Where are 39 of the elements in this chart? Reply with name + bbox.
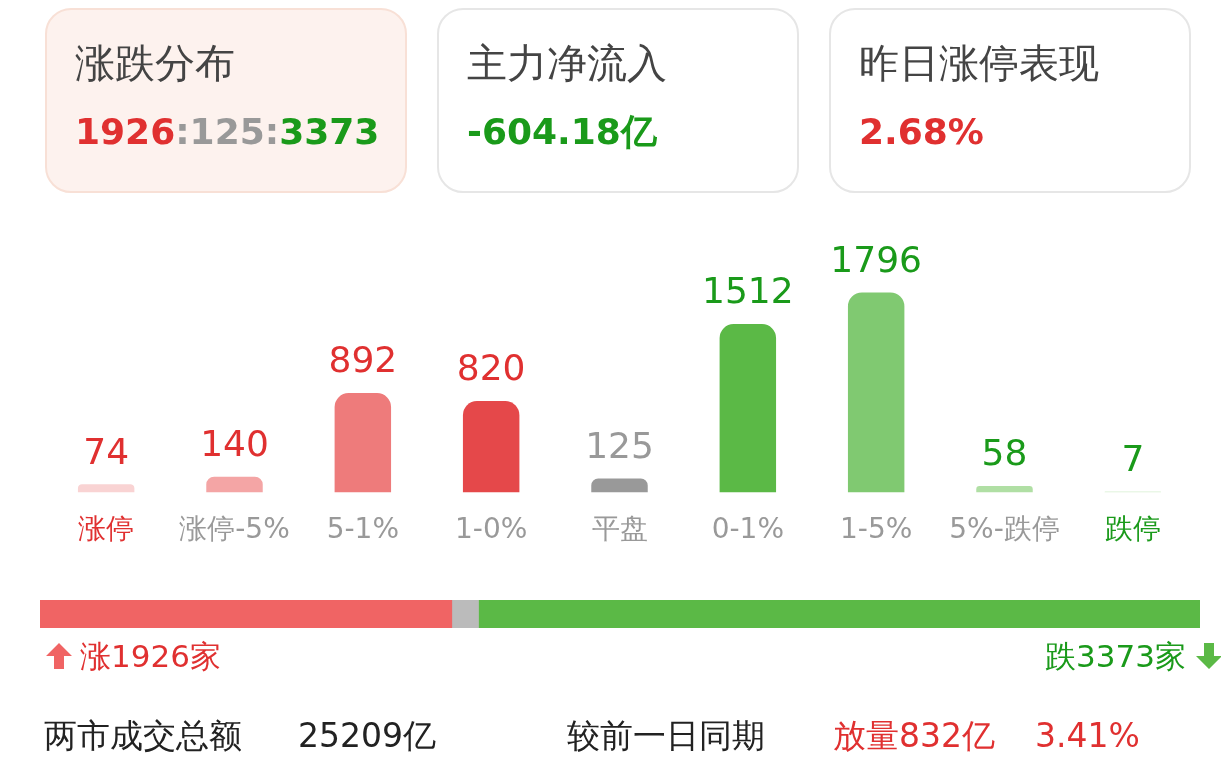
x-tick-label: 5-1% bbox=[326, 512, 400, 546]
text: -604.18亿 bbox=[467, 110, 658, 154]
bar bbox=[719, 324, 777, 493]
text: 昨日涨停表现 bbox=[859, 39, 1100, 88]
x-tick-label: 跌停 bbox=[1104, 512, 1161, 546]
bar bbox=[206, 476, 263, 493]
x-tick-label: 1-0% bbox=[454, 512, 528, 546]
bar bbox=[976, 485, 1033, 493]
data-label: 140 bbox=[200, 423, 269, 465]
data-label: 58 bbox=[981, 432, 1028, 474]
data-label: 892 bbox=[328, 339, 398, 381]
text: 25209亿 bbox=[298, 716, 436, 756]
x-tick-label: 涨停 bbox=[78, 512, 135, 546]
data-label: 820 bbox=[456, 347, 526, 389]
text: 涨跌分布 bbox=[75, 39, 236, 88]
bar bbox=[591, 478, 648, 493]
text: 跌3373家 bbox=[1045, 637, 1186, 676]
x-tick-label: 涨停-5% bbox=[179, 512, 290, 546]
x-tick-label: 0-1% bbox=[711, 512, 785, 546]
x-tick-label: 平盘 bbox=[591, 512, 648, 546]
x-tick-label: 1-5% bbox=[839, 512, 913, 546]
text: 3.41% bbox=[1035, 716, 1140, 756]
x-tick-label: 5%-跌停 bbox=[949, 512, 1060, 546]
data-label: 125 bbox=[585, 424, 654, 466]
text: 较前一日同期 bbox=[567, 716, 765, 756]
text: 主力净流入 bbox=[467, 39, 668, 88]
data-label: 1512 bbox=[702, 270, 794, 312]
text: 放量832亿 bbox=[833, 716, 995, 756]
text: 2.68% bbox=[859, 110, 985, 154]
text: 1926:125:3373 bbox=[75, 111, 380, 152]
bar bbox=[334, 393, 392, 493]
bar bbox=[847, 292, 905, 493]
bar bbox=[462, 401, 520, 493]
text: 两市成交总额 bbox=[44, 716, 242, 756]
data-label: 74 bbox=[83, 430, 130, 472]
data-label: 1796 bbox=[830, 238, 922, 280]
bar bbox=[77, 484, 135, 493]
text: 涨1926家 bbox=[80, 637, 221, 676]
data-label: 7 bbox=[1121, 437, 1145, 479]
